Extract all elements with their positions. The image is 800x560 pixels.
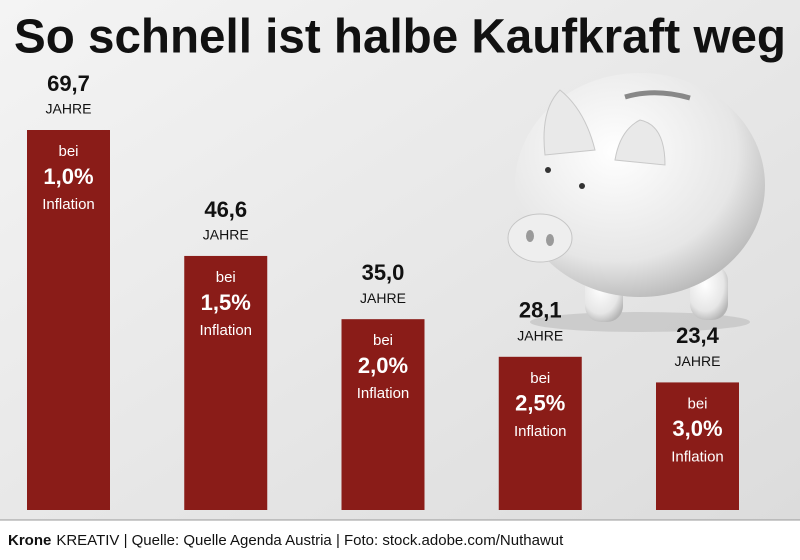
unit-label: JAHRE [203,227,249,243]
category-label: 1,0% [43,164,93,189]
category-suffix: Inflation [514,423,567,440]
category-label: 3,0% [672,416,722,441]
piggy-bank [507,73,765,332]
category-label: 2,0% [358,353,408,378]
bar [27,130,110,510]
category-prefix: bei [530,370,550,387]
category-suffix: Inflation [357,385,410,402]
category-prefix: bei [216,269,236,286]
bars: 69,7 JAHRE bei 1,0% Inflation 46,6 JAHRE bei 1,5… [27,71,739,510]
footer: Krone KREATIV | Quelle: Quelle Agenda Aus… [8,532,564,549]
value-label: 46,6 [204,197,247,222]
unit-label: JAHRE [46,101,92,117]
unit-label: JAHRE [517,328,563,344]
category-prefix: bei [373,332,393,349]
chart-title: So schnell ist halbe Kaufkraft weg [14,11,786,64]
category-suffix: Inflation [671,448,724,465]
category-prefix: bei [687,395,707,412]
footer-background [0,520,800,560]
value-label: 23,4 [676,323,720,348]
category-prefix: bei [58,143,78,160]
bar [184,255,268,510]
value-label: 28,1 [519,298,562,323]
footer-brand: Krone [8,532,51,549]
bar [498,356,582,510]
category-label: 2,5% [515,391,565,416]
value-label: 35,0 [362,260,405,285]
unit-label: JAHRE [675,353,721,369]
unit-label: JAHRE [360,290,406,306]
bar [656,382,739,510]
category-suffix: Inflation [199,322,252,339]
category-label: 1,5% [201,290,251,315]
bar [341,319,425,510]
category-suffix: Inflation [42,196,95,213]
value-label: 69,7 [47,71,90,96]
footer-text: KREATIV | Quelle: Quelle Agenda Austria … [56,532,564,549]
